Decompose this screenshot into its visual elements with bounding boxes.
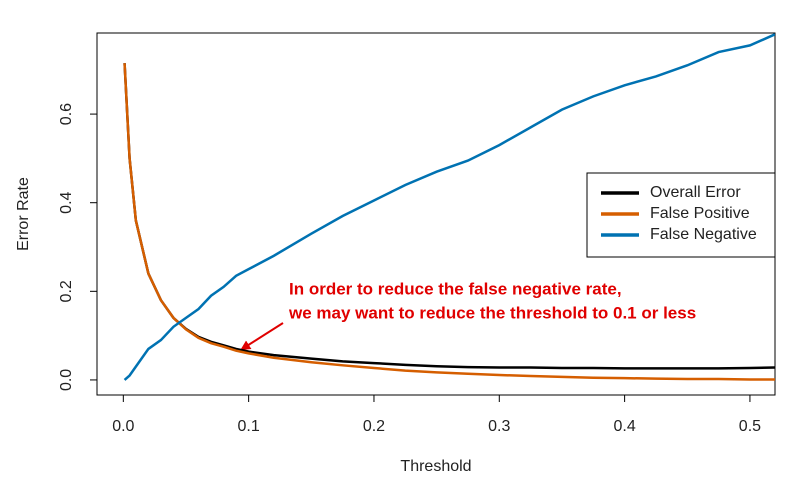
x-tick-label: 0.3 — [488, 418, 510, 435]
x-tick-label: 0.1 — [238, 418, 260, 435]
x-tick-label: 0.5 — [739, 418, 761, 435]
series-line — [123, 33, 775, 381]
y-tick-label: 0.2 — [58, 280, 75, 302]
legend-label: Overall Error — [650, 184, 741, 201]
annotation-text: In order to reduce the false negative ra… — [289, 279, 622, 298]
y-tick-label: 0.0 — [58, 369, 75, 391]
x-tick-label: 0.4 — [613, 418, 635, 435]
legend-label: False Positive — [650, 205, 750, 222]
x-axis-label: Threshold — [400, 458, 471, 475]
legend-label: False Negative — [650, 226, 757, 243]
y-tick-label: 0.4 — [58, 191, 75, 213]
y-axis-label: Error Rate — [15, 177, 32, 251]
x-tick-label: 0.0 — [112, 418, 134, 435]
annotation-text: we may want to reduce the threshold to 0… — [288, 303, 696, 322]
series-line — [123, 63, 775, 381]
annotation-arrow — [240, 322, 284, 351]
y-tick-label: 0.6 — [58, 103, 75, 125]
x-tick-label: 0.2 — [363, 418, 385, 435]
